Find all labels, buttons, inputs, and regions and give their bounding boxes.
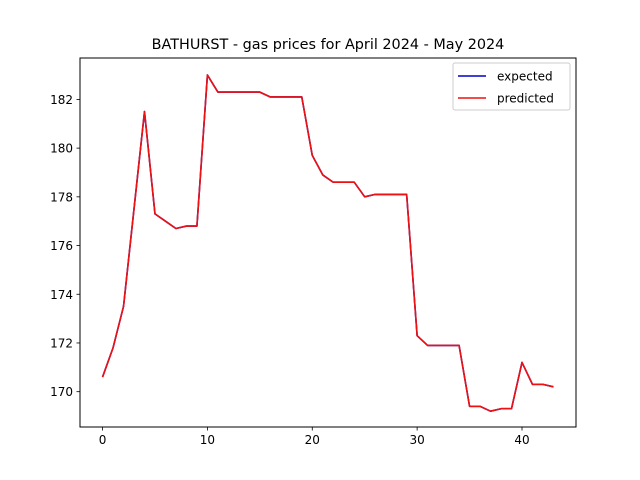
x-tick-label: 30 [409,433,424,447]
x-axis: 0 10 20 30 40 [99,427,530,447]
y-tick-label: 180 [50,142,73,156]
series-line-predicted [101,74,554,412]
legend-label-expected: expected [497,70,553,84]
chart-title: BATHURST - gas prices for April 2024 - M… [152,37,505,53]
legend: expected predicted [452,62,571,111]
y-tick-label: 176 [50,239,73,253]
x-tick-label: 40 [514,433,529,447]
y-tick-label: 178 [50,190,73,204]
y-tick-label: 170 [50,385,73,399]
x-tick-label: 20 [305,433,320,447]
x-tick-label: 0 [99,433,107,447]
plot-frame [79,57,577,428]
y-tick-label: 182 [50,93,73,107]
y-tick-label: 172 [50,336,73,350]
x-tick-label: 10 [200,433,215,447]
y-axis: 170 172 174 176 178 180 182 [50,93,80,399]
y-tick-label: 174 [50,288,73,302]
plot-lines [101,74,554,412]
legend-label-predicted: predicted [497,92,554,106]
